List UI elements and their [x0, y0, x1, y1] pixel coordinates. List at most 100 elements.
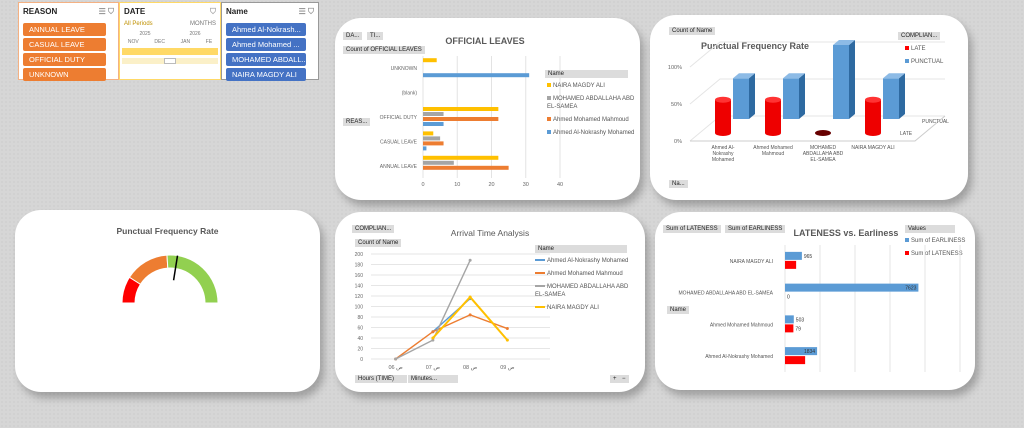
reason-item[interactable]: UNKNOWN: [23, 68, 106, 81]
y-tick-label: 100%: [668, 65, 682, 71]
name-item[interactable]: Ahmed Al-Nokrash...: [226, 23, 306, 36]
chart-title: OFFICIAL LEAVES: [445, 36, 525, 46]
y-tick-label: 60: [357, 326, 363, 332]
bar: [785, 356, 806, 365]
legend-values-button[interactable]: Values: [905, 225, 955, 233]
bar: [785, 251, 802, 260]
punctual-bar: [733, 78, 749, 119]
month-label: JAN: [180, 39, 191, 45]
period-label: All Periods: [124, 21, 153, 27]
timeline-bar[interactable]: [122, 48, 218, 55]
clear-filter-icon[interactable]: ⛉: [210, 7, 216, 16]
arrival-panel: COMPLIAN... Count of Name Hours (TIME) M…: [335, 212, 645, 392]
hours-field-button[interactable]: Hours (TIME): [355, 375, 407, 383]
gridline: [689, 41, 945, 68]
y-tick-label: 40: [357, 336, 363, 342]
collapse-button[interactable]: −: [619, 375, 629, 383]
x-tick-label: 07 ص: [426, 365, 441, 371]
bar: [785, 283, 919, 292]
earliness-field-button[interactable]: Sum of EARLINESS: [725, 225, 786, 233]
legend-label: PUNCTUAL: [911, 59, 944, 65]
data-label: 1834: [804, 349, 815, 355]
series-line: [395, 314, 508, 360]
name-item[interactable]: Ahmed Mohamed ...: [226, 38, 306, 51]
legend-swatch: [547, 83, 551, 87]
bar: [423, 122, 444, 126]
value-field-button[interactable]: Count of OFFICIAL LEAVES: [343, 46, 425, 54]
reason-item[interactable]: OFFICIAL DUTY: [23, 53, 106, 66]
reason-item[interactable]: ANNUAL LEAVE: [23, 23, 106, 36]
legend-label: Ahmed Mohamed Mahmoud: [553, 117, 629, 123]
legend-item: Ahmed Mohamed Mahmoud: [535, 270, 630, 278]
year-label: 2026: [189, 31, 201, 37]
data-label: 7623: [905, 286, 916, 292]
unit-dropdown[interactable]: MONTHS: [190, 21, 216, 27]
category-label: Ahmed Al-Nokrashy Mohamed: [711, 145, 735, 163]
category-label: Ahmed Al-Nokrashy Mohamed: [705, 354, 773, 360]
lateness-panel: Sum of LATENESS Sum of EARLINESS Name LA…: [655, 212, 975, 390]
late-bar-base: [865, 130, 881, 136]
category-label: (blank): [402, 91, 418, 97]
value-field-button[interactable]: Count of Name: [669, 27, 716, 35]
name-item[interactable]: NAIRA MAGDY ALI: [226, 68, 306, 81]
data-point: [394, 357, 398, 361]
timeline-scrollbar[interactable]: [122, 58, 218, 64]
filter-icon[interactable]: ☰ ⛉: [98, 7, 114, 16]
punctual-bar-side: [749, 73, 755, 119]
date-field-button[interactable]: DA...: [343, 32, 363, 40]
chart-title: Punctual Frequency Rate: [700, 41, 810, 51]
reason-field-button[interactable]: REAS...: [343, 118, 371, 126]
reason-item[interactable]: CASUAL LEAVE: [23, 38, 106, 51]
name-item[interactable]: MOHAMED ABDALL...: [226, 53, 306, 66]
category-label: MOHAMED ABDALLAHA ABD EL-SAMEA: [802, 145, 844, 163]
y-tick-label: 140: [355, 284, 364, 290]
x-tick-label: 10: [454, 182, 460, 188]
minutes-field-button[interactable]: Minutes...: [408, 375, 458, 383]
data-point: [468, 258, 472, 262]
legend-swatch: [547, 96, 551, 100]
legend-item: Ahmed Mohamed Mahmoud: [547, 116, 637, 124]
bar: [423, 58, 437, 63]
bar: [423, 131, 434, 136]
legend-label: Ahmed Mohamed Mahmoud: [547, 271, 623, 277]
month-label: NOV: [127, 39, 139, 45]
y-tick-label: 80: [357, 315, 363, 321]
time-field-button[interactable]: TI...: [367, 32, 384, 40]
expand-button[interactable]: +: [610, 375, 620, 383]
month-label: DEC: [154, 39, 165, 45]
compliance-field-button[interactable]: COMPLIAN...: [352, 225, 395, 233]
gauge-needle: [172, 255, 179, 281]
bar: [785, 260, 797, 269]
gauge-title: Punctual Frequency Rate: [116, 226, 219, 236]
data-label: 79: [795, 326, 801, 332]
lateness-field-button[interactable]: Sum of LATENESS: [663, 225, 721, 233]
y-tick-label: 100: [355, 305, 364, 311]
x-tick-label: 30: [523, 182, 529, 188]
legend-label: MOHAMED ABDALLAHA ABD EL-SAMEA: [547, 96, 635, 110]
gauge-band: [128, 254, 169, 285]
axis-line: [690, 115, 946, 142]
legend-name-button[interactable]: Name: [535, 245, 627, 253]
bar: [423, 117, 499, 121]
late-bar: [715, 99, 731, 133]
y-tick-label: 50%: [671, 102, 682, 108]
compliance-filter-button[interactable]: COMPLIAN...: [898, 32, 941, 40]
bar: [423, 112, 444, 116]
x-tick-label: 20: [488, 182, 494, 188]
punctual-rate-panel: Count of Name COMPLIAN... Na... Punctual…: [650, 15, 968, 200]
scroll-thumb[interactable]: [164, 58, 176, 64]
chart-title: Arrival Time Analysis: [450, 228, 530, 238]
y-tick-label: 160: [355, 273, 364, 279]
name-field-button[interactable]: Na...: [669, 180, 688, 188]
late-bar: [865, 99, 881, 133]
data-label: 965: [804, 254, 813, 260]
legend-name-button[interactable]: Name: [545, 70, 628, 78]
bar: [423, 136, 441, 141]
multiselect-icon[interactable]: ☰ ⛉: [298, 7, 314, 16]
category-label: ANNUAL LEAVE: [380, 164, 418, 170]
legend-item: Ahmed Al-Nokrashy Mohamed: [547, 129, 637, 137]
legend-label: NAIRA MAGDY ALI: [547, 305, 599, 311]
value-field-button[interactable]: Count of Name: [355, 239, 402, 247]
bar: [423, 141, 444, 146]
name-field-button[interactable]: Name: [667, 306, 690, 314]
